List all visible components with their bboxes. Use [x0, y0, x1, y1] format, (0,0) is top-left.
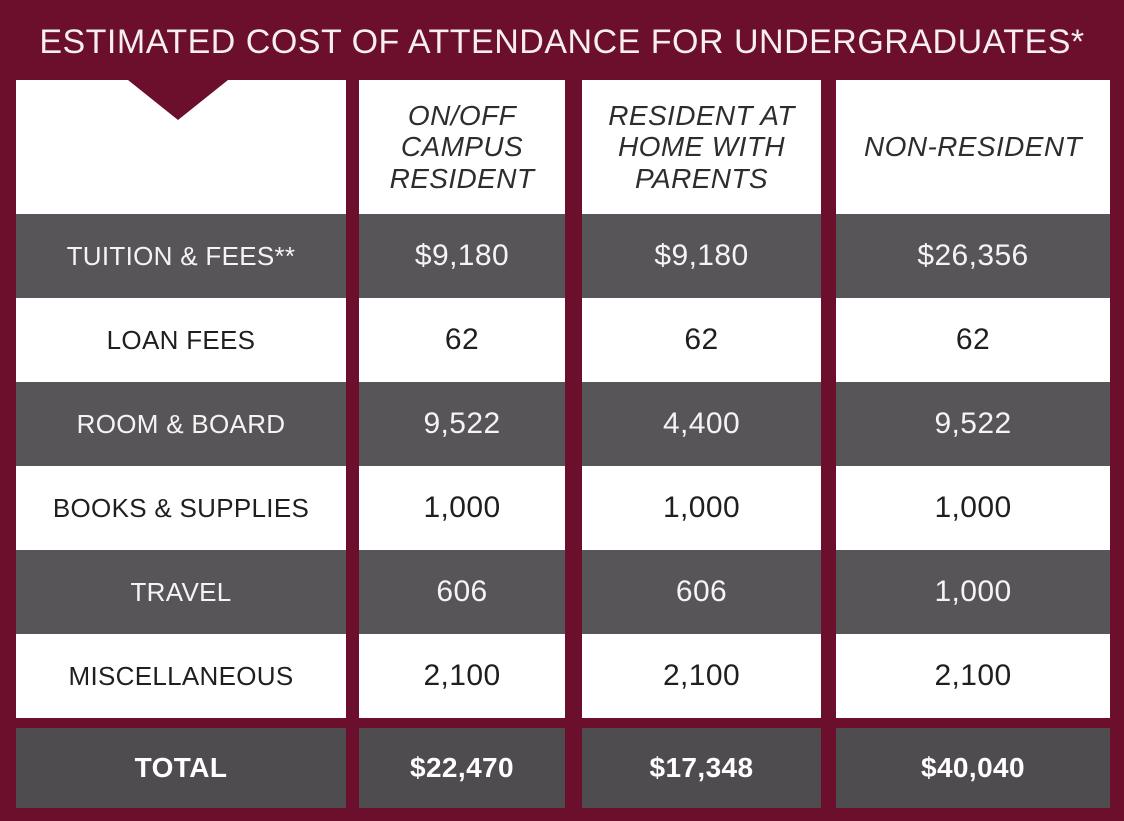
value-travel-col3: 1,000 [836, 550, 1110, 634]
value-room-board-col2: 4,400 [582, 382, 821, 466]
value-loan-fees-col1: 62 [359, 298, 565, 382]
chart-title: ESTIMATED COST OF ATTENDANCE FOR UNDERGR… [39, 23, 1085, 61]
total-col2: $17,348 [582, 728, 821, 808]
table-corner [16, 80, 346, 214]
value-tuition-fees-col1: $9,180 [359, 214, 565, 298]
total-col3: $40,040 [836, 728, 1110, 808]
corner-notch [128, 80, 228, 120]
value-miscellaneous-col1: 2,100 [359, 634, 565, 718]
row-label-total: TOTAL [16, 728, 346, 808]
value-loan-fees-col3: 62 [836, 298, 1110, 382]
value-miscellaneous-col3: 2,100 [836, 634, 1110, 718]
value-books-supplies-col2: 1,000 [582, 466, 821, 550]
row-label-miscellaneous: MISCELLANEOUS [16, 634, 346, 718]
cost-table: ON/OFF CAMPUS RESIDENT RESIDENT AT HOME … [16, 80, 1110, 808]
value-loan-fees-col2: 62 [582, 298, 821, 382]
header-non-resident: NON-RESIDENT [836, 80, 1110, 214]
value-books-supplies-col3: 1,000 [836, 466, 1110, 550]
value-tuition-fees-col3: $26,356 [836, 214, 1110, 298]
value-room-board-col3: 9,522 [836, 382, 1110, 466]
value-books-supplies-col1: 1,000 [359, 466, 565, 550]
value-miscellaneous-col2: 2,100 [582, 634, 821, 718]
value-tuition-fees-col2: $9,180 [582, 214, 821, 298]
header-resident-at-home-with-parents: RESIDENT AT HOME WITH PARENTS [582, 80, 821, 214]
value-travel-col2: 606 [582, 550, 821, 634]
row-label-books-supplies: BOOKS & SUPPLIES [16, 466, 346, 550]
value-room-board-col1: 9,522 [359, 382, 565, 466]
row-label-travel: TRAVEL [16, 550, 346, 634]
value-travel-col1: 606 [359, 550, 565, 634]
header-on-off-campus-resident: ON/OFF CAMPUS RESIDENT [359, 80, 565, 214]
row-label-loan-fees: LOAN FEES [16, 298, 346, 382]
row-label-room-board: ROOM & BOARD [16, 382, 346, 466]
row-label-tuition-fees: TUITION & FEES** [16, 214, 346, 298]
total-col1: $22,470 [359, 728, 565, 808]
